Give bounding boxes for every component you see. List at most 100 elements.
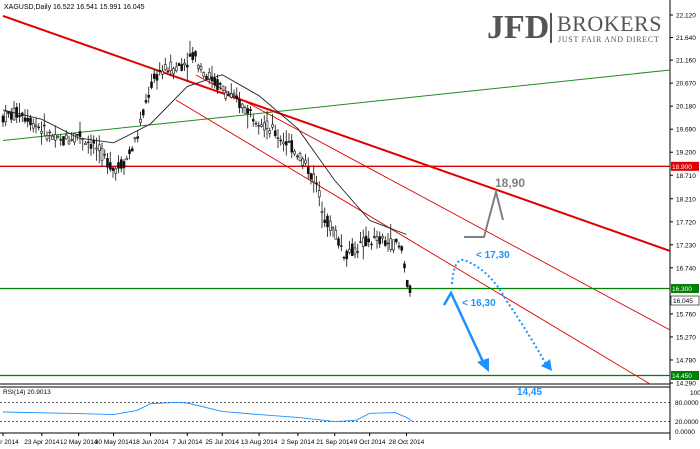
candle-body xyxy=(62,136,65,146)
rsi-tick-top: 100 xyxy=(690,390,700,397)
candle-body xyxy=(106,158,109,168)
y-tick-label: 17.720 xyxy=(676,219,696,226)
candle-body xyxy=(15,106,19,118)
candle-body xyxy=(287,141,291,143)
rsi-panel: 80.0000 20.0000 100 0.0000 xyxy=(0,390,700,436)
projection-dotted-arrowhead xyxy=(541,359,552,371)
candle-body xyxy=(345,250,349,260)
brand-divider xyxy=(550,13,552,43)
y-tick-label: 14.780 xyxy=(676,357,696,364)
y-tick-label: 20.670 xyxy=(676,81,696,88)
candle-body xyxy=(51,135,54,140)
candle-body xyxy=(304,159,307,164)
x-tick-label: 3 Apr 2014 xyxy=(0,439,19,446)
level-tag-label: 18.900 xyxy=(672,164,692,171)
candle-body xyxy=(174,66,178,71)
candle-body xyxy=(353,247,357,255)
candle-body xyxy=(158,69,162,72)
axes: 22.120 21.640 21.160 20.670 20.180 19.690 19.2… xyxy=(0,13,700,446)
candle-body xyxy=(180,64,184,71)
candle-body xyxy=(216,79,219,90)
candle-body xyxy=(7,111,10,114)
candle-body xyxy=(130,148,134,152)
brand-name-right: BROKERS xyxy=(557,11,662,36)
candle-body xyxy=(45,134,49,140)
candle-body xyxy=(251,119,255,122)
candle-body xyxy=(31,123,35,129)
candle-body xyxy=(147,94,151,98)
candle-body xyxy=(254,122,258,125)
candle-body xyxy=(218,82,222,85)
candle-body xyxy=(238,99,241,109)
y-tick-label: 18.710 xyxy=(676,173,696,180)
candle-body xyxy=(282,141,285,145)
candle-body xyxy=(389,238,393,250)
candle-body xyxy=(290,140,294,153)
candle-body xyxy=(53,134,57,141)
x-tick-label: 18 Jun 2014 xyxy=(133,439,169,446)
candle-body xyxy=(29,117,32,126)
candle-body xyxy=(221,85,225,91)
candle-body xyxy=(150,81,153,88)
y-tick-label: 14.290 xyxy=(676,381,696,388)
channel-lower xyxy=(175,99,651,384)
y-tick-label: 21.160 xyxy=(676,58,696,65)
y-tick-label: 20.180 xyxy=(676,104,696,111)
candle-body xyxy=(265,120,269,129)
candle-body xyxy=(139,118,142,123)
candle-body xyxy=(89,144,93,149)
chart-header: XAGUSD,Daily 16.522 16.541 15.991 16.045 xyxy=(4,4,145,11)
candle-body xyxy=(381,235,384,239)
candle-body xyxy=(224,92,228,99)
resistance-trendline xyxy=(2,14,670,252)
candle-body xyxy=(397,245,401,248)
brand-name-left: JFD xyxy=(487,9,549,46)
candle-body xyxy=(364,235,368,247)
candle-body xyxy=(155,74,159,81)
x-tick-label: 23 Apr 2014 xyxy=(24,439,59,446)
candle-body xyxy=(18,115,21,118)
candle-body xyxy=(328,220,332,231)
candle-body xyxy=(372,236,376,238)
candle-body xyxy=(293,150,296,155)
candle-body xyxy=(309,173,313,180)
candle-body xyxy=(73,133,76,143)
candle-body xyxy=(317,190,321,198)
channel-upper xyxy=(195,74,670,331)
candle-body xyxy=(367,238,371,243)
candle-body xyxy=(194,51,197,57)
x-tick-label: 9 Oct 2014 xyxy=(354,439,386,446)
candle-body xyxy=(92,139,96,144)
candle-body xyxy=(97,144,101,152)
projection-solid-path xyxy=(442,290,486,365)
rsi-level-label: 80.0000 xyxy=(675,400,699,407)
candle-body xyxy=(42,124,46,127)
green-trendline xyxy=(2,69,670,141)
candle-body xyxy=(350,243,354,256)
candle-body xyxy=(257,125,261,127)
candle-body xyxy=(356,251,360,253)
level-tag xyxy=(671,284,699,294)
y-tick-label: 22.120 xyxy=(676,13,696,20)
annotation-target-low: 14,45 xyxy=(517,387,542,398)
candle-body xyxy=(348,248,351,253)
candle-body xyxy=(9,112,13,120)
candle-body xyxy=(295,155,299,158)
candle-body xyxy=(125,158,129,161)
candle-body xyxy=(64,134,68,140)
candle-body xyxy=(141,109,145,116)
plot-area xyxy=(0,14,670,384)
annotation-target-high: 18,90 xyxy=(495,176,525,190)
y-tick-label: 16.740 xyxy=(676,265,696,272)
candle-body xyxy=(210,76,214,82)
candle-body xyxy=(229,93,233,98)
candle-body xyxy=(262,122,266,131)
candle-body xyxy=(59,139,63,141)
candle-body xyxy=(100,148,104,161)
x-tick-label: 13 Aug 2014 xyxy=(241,439,278,446)
candle-body xyxy=(202,72,206,77)
candle-body xyxy=(152,73,156,79)
candle-body xyxy=(75,134,79,136)
candle-body xyxy=(188,53,192,57)
